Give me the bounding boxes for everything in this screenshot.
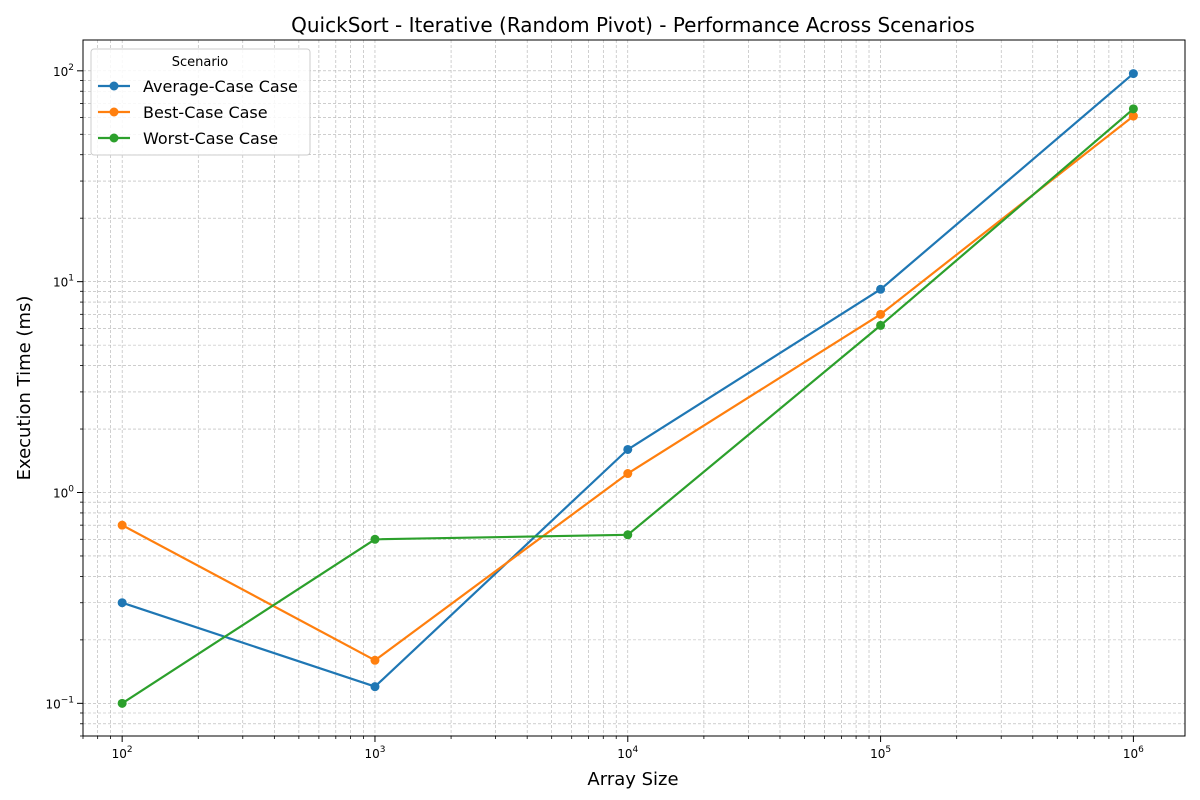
legend-marker — [109, 133, 119, 143]
x-tick-label: 104 — [617, 745, 638, 761]
y-tick-label: 102 — [53, 63, 74, 79]
legend: Scenario Average-Case Case Best-Case Case… — [90, 48, 311, 156]
legend-marker — [109, 107, 119, 117]
data-point — [1128, 104, 1138, 114]
legend-entry: Average-Case Case — [98, 77, 298, 96]
legend-label: Worst-Case Case — [143, 129, 278, 148]
data-point — [370, 682, 380, 692]
axis-ticks — [77, 70, 1134, 742]
x-tick-label: 105 — [870, 745, 891, 761]
legend-box — [90, 48, 311, 156]
y-tick-label: 10−1 — [45, 695, 74, 711]
y-axis-label: Execution Time (ms) — [14, 296, 35, 481]
plot-frame — [82, 39, 1186, 737]
data-point — [876, 309, 886, 319]
series-1 — [117, 69, 1138, 692]
data-point — [117, 520, 127, 530]
data-point — [370, 655, 380, 665]
data-point — [370, 534, 380, 544]
series-3 — [117, 104, 1138, 708]
data-point — [876, 284, 886, 294]
x-tick-label: 102 — [112, 745, 133, 761]
legend-title: Scenario — [172, 55, 229, 70]
x-tick-label: 103 — [364, 745, 385, 761]
data-point — [623, 530, 633, 540]
series — [117, 69, 1138, 708]
y-tick-label: 101 — [53, 274, 74, 290]
y-tick-labels: 10−1 100 101 102 — [45, 63, 74, 712]
data-point — [117, 698, 127, 708]
x-tick-label: 106 — [1123, 745, 1144, 761]
legend-marker — [109, 81, 119, 91]
series-2 — [117, 111, 1138, 665]
legend-label: Average-Case Case — [143, 77, 298, 96]
chart-title: QuickSort - Iterative (Random Pivot) - P… — [291, 13, 975, 37]
legend-entry: Worst-Case Case — [98, 129, 278, 148]
data-point — [623, 469, 633, 479]
x-axis-label: Array Size — [587, 769, 678, 790]
data-point — [1128, 111, 1138, 121]
legend-entry: Best-Case Case — [98, 103, 268, 122]
data-point — [1128, 69, 1138, 79]
legend-label: Best-Case Case — [143, 103, 268, 122]
y-tick-label: 100 — [53, 484, 74, 500]
x-tick-labels: 102 103 104 105 106 — [112, 745, 1145, 761]
data-point — [117, 598, 127, 608]
data-point — [623, 444, 633, 454]
data-point — [876, 320, 886, 330]
grid — [82, 40, 1185, 737]
legend-entries: Average-Case Case Best-Case Case Worst-Cas… — [98, 77, 298, 148]
